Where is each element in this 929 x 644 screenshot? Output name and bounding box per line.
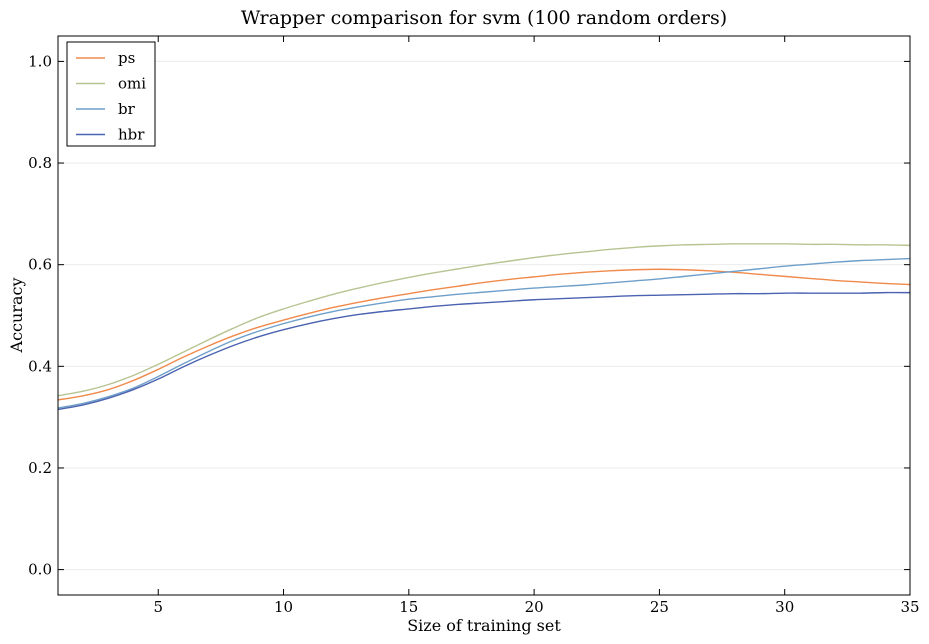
chart-title: Wrapper comparison for svm (100 random o…	[241, 7, 727, 29]
legend-box	[66, 41, 156, 147]
legend: ps omi br hbr	[66, 41, 156, 147]
series-line-br	[57, 257, 911, 409]
x-tick-label: 30	[775, 598, 794, 616]
plot-area-frame	[57, 35, 911, 596]
series-line-hbr	[57, 291, 911, 411]
grid-lines	[58, 60, 910, 571]
x-tick-label: 15	[399, 598, 418, 616]
series-line-ps	[57, 268, 911, 401]
series-lines	[57, 243, 911, 411]
y-tick-label: 0.6	[28, 256, 52, 274]
series-line-omi	[57, 243, 911, 397]
legend-label-br: br	[118, 100, 136, 118]
legend-label-omi: omi	[118, 75, 146, 93]
y-axis-label: Accuracy	[7, 278, 26, 354]
x-tick-label: 20	[525, 598, 544, 616]
legend-label-hbr: hbr	[118, 126, 145, 144]
y-tick-label: 1.0	[28, 52, 52, 70]
y-tick-label: 0.0	[28, 561, 52, 579]
axis-ticks: 0.0 0.2 0.4 0.6 0.8 1.0 5 10 15 20 25 30 35	[28, 36, 920, 616]
y-tick-label: 0.8	[28, 154, 52, 172]
x-tick-label: 10	[274, 598, 293, 616]
x-tick-label: 25	[650, 598, 669, 616]
x-tick-label: 5	[153, 598, 163, 616]
y-tick-label: 0.4	[28, 357, 52, 375]
x-axis-label: Size of training set	[407, 616, 561, 635]
y-tick-label: 0.2	[28, 459, 52, 477]
x-tick-label: 35	[900, 598, 919, 616]
legend-label-ps: ps	[118, 49, 135, 67]
